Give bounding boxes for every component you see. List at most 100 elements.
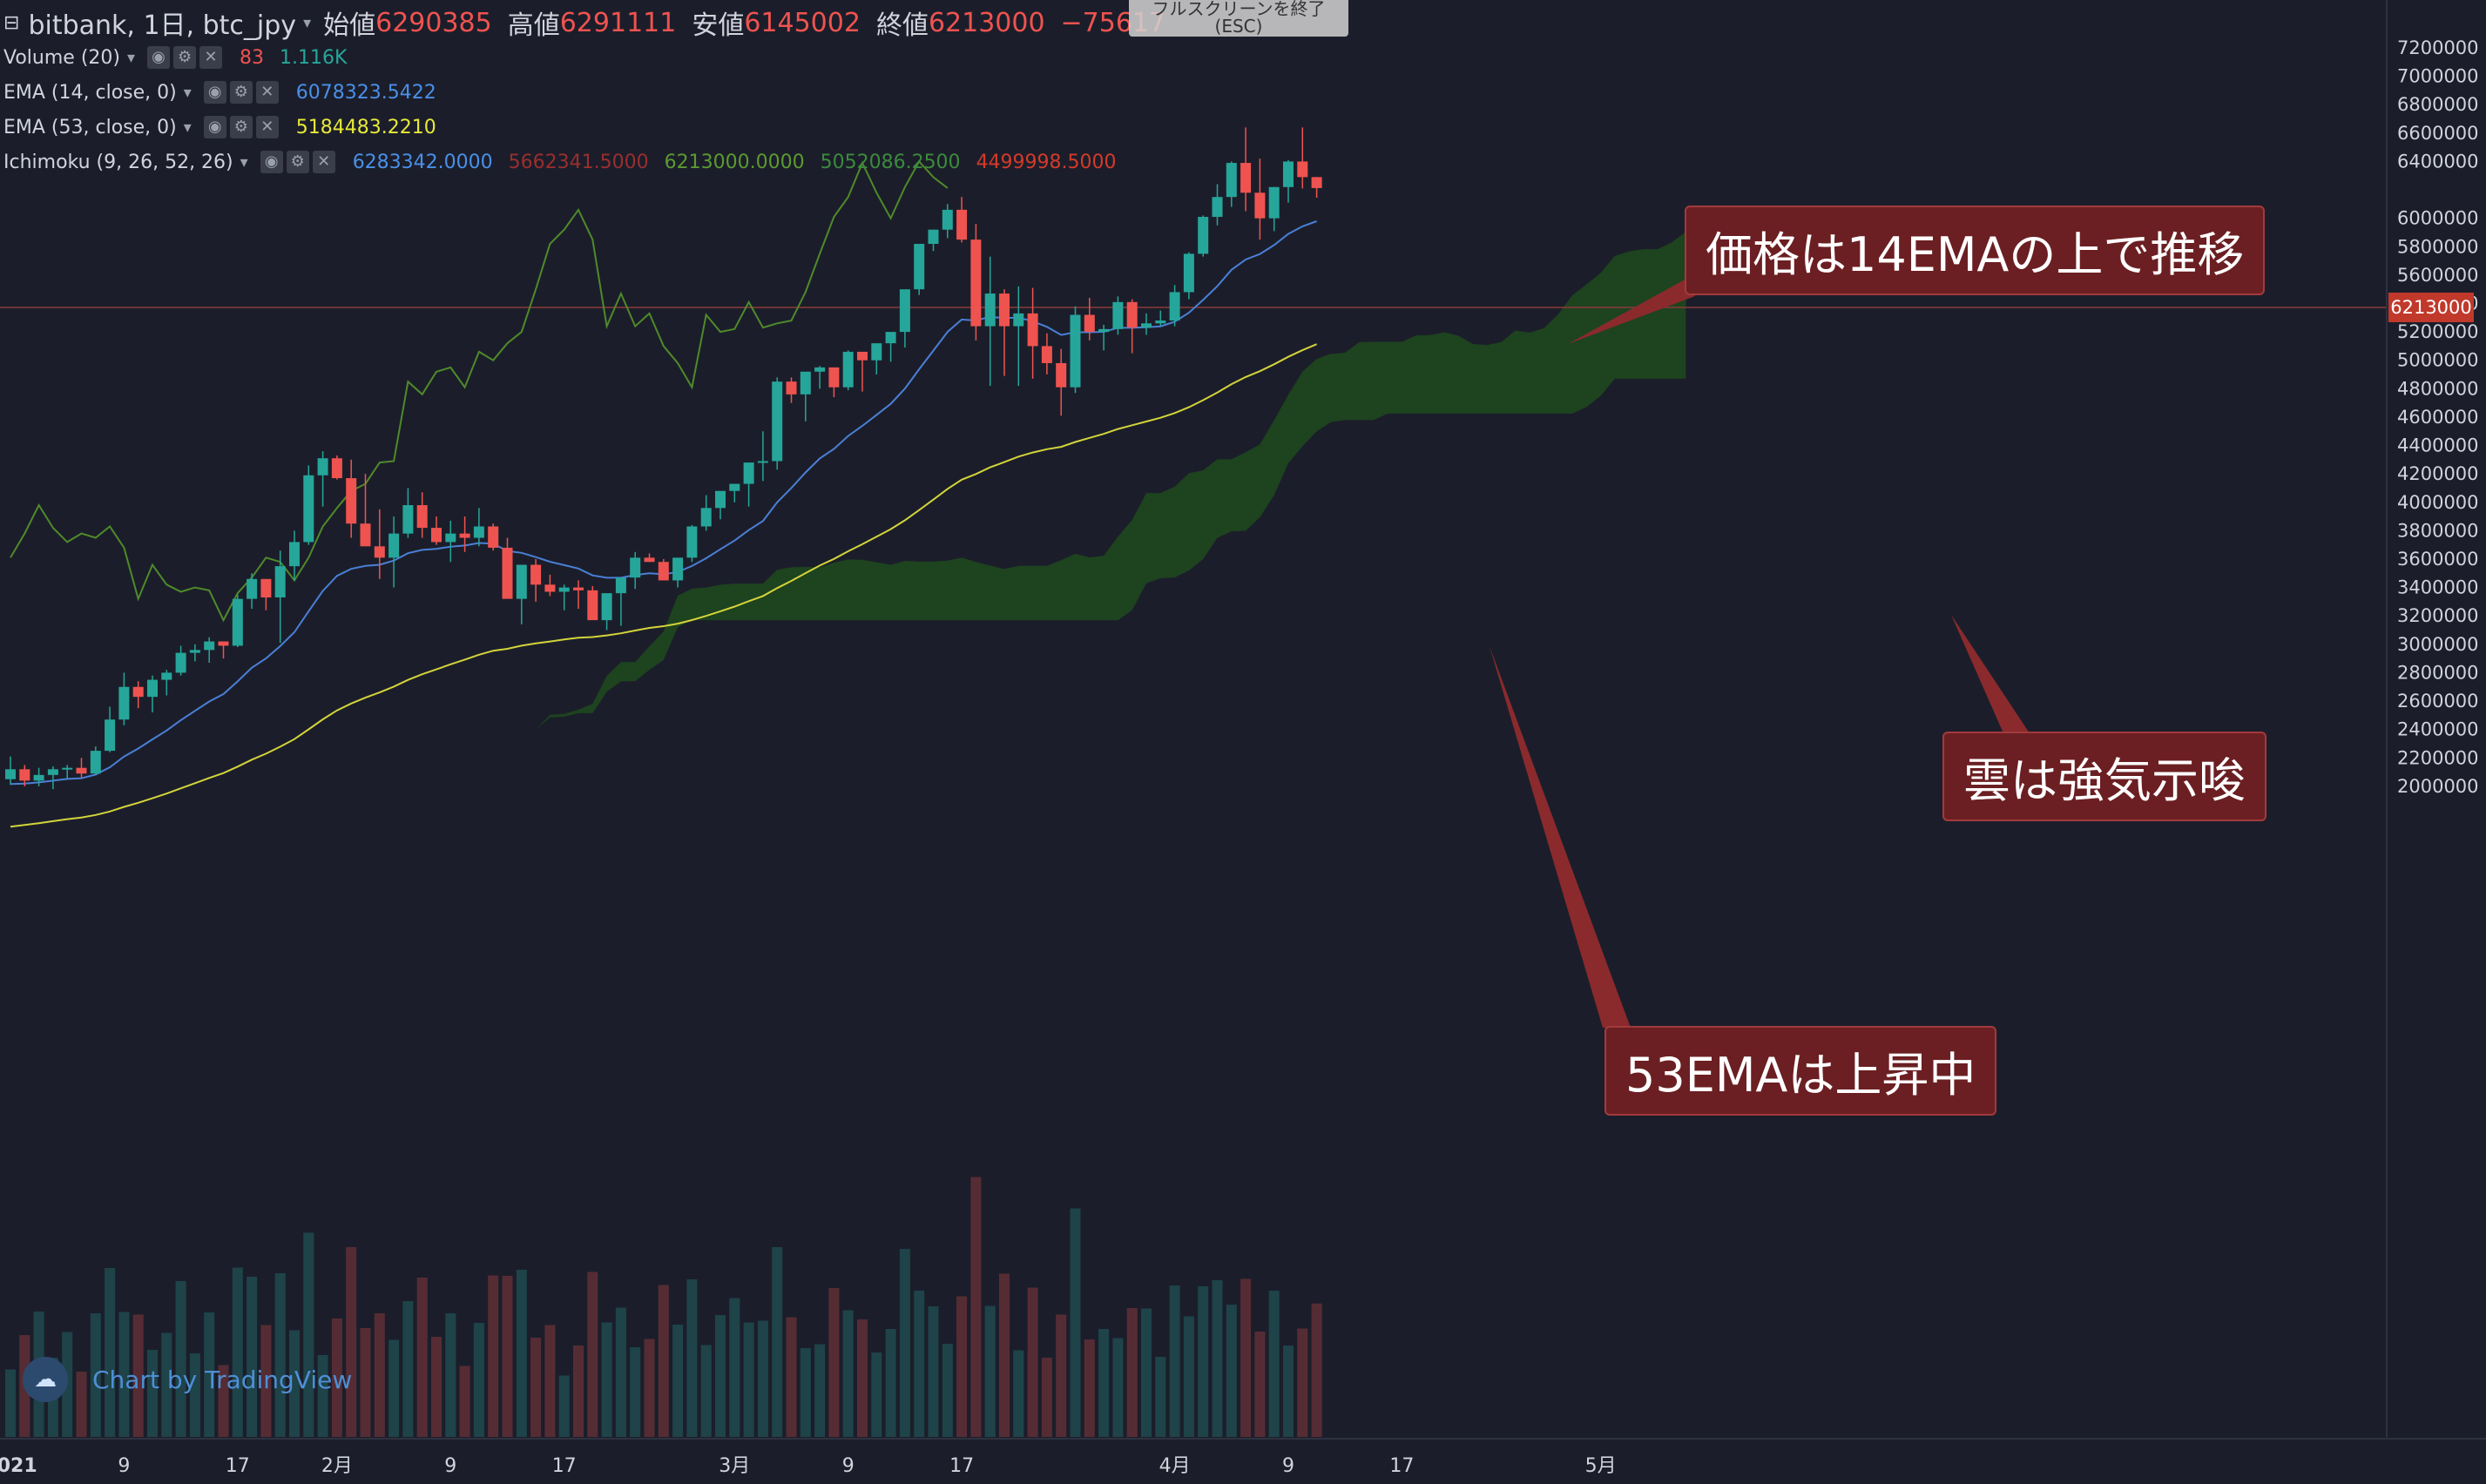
volume-bar bbox=[1041, 1358, 1052, 1437]
candle bbox=[530, 564, 542, 585]
volume-label[interactable]: Volume (20) bbox=[3, 46, 120, 69]
price-tick-label: 2800000 bbox=[2397, 662, 2479, 683]
candle bbox=[800, 371, 811, 395]
tradingview-branding[interactable]: ☁ Chart by TradingView bbox=[23, 1357, 352, 1402]
gear-icon[interactable]: ⚙ bbox=[229, 81, 253, 104]
eye-icon[interactable]: ◉ bbox=[203, 81, 226, 104]
candle bbox=[1198, 217, 1209, 254]
price-tick-label: 2200000 bbox=[2397, 747, 2479, 768]
candle bbox=[1126, 301, 1138, 328]
candle bbox=[175, 652, 186, 673]
price-tick-label: 6000000 bbox=[2397, 208, 2479, 229]
price-tick-label: 4400000 bbox=[2397, 435, 2479, 456]
volume-bar bbox=[1169, 1285, 1180, 1437]
candle bbox=[62, 767, 73, 770]
chevron-down-icon[interactable]: ▾ bbox=[126, 48, 136, 67]
volume-bar bbox=[814, 1344, 826, 1437]
candle bbox=[644, 557, 655, 563]
volume-bar bbox=[516, 1270, 527, 1437]
volume-bar bbox=[260, 1325, 272, 1437]
candle bbox=[374, 546, 385, 558]
candlesticks bbox=[5, 127, 1322, 790]
symbol-title[interactable]: bitbank, 1日, btc_jpy bbox=[28, 10, 297, 41]
ema14-label[interactable]: EMA (14, close, 0) bbox=[3, 81, 177, 104]
legend-ichimoku: Ichimoku (9, 26, 52, 26) ▾ ◉ ⚙ ✕ 6283342… bbox=[3, 145, 1181, 179]
legend-volume: Volume (20) ▾ ◉ ⚙ ✕ 83 1.116K bbox=[3, 40, 1181, 75]
eye-icon[interactable]: ◉ bbox=[260, 151, 283, 173]
volume-bar bbox=[615, 1307, 626, 1437]
volume-value-2: 1.116K bbox=[280, 46, 348, 69]
legend-ema14: EMA (14, close, 0) ▾ ◉ ⚙ ✕ 6078323.5422 bbox=[3, 75, 1181, 110]
candle bbox=[914, 244, 925, 290]
eye-icon[interactable]: ◉ bbox=[203, 116, 226, 138]
volume-bar bbox=[204, 1312, 215, 1437]
volume-bar bbox=[274, 1273, 286, 1437]
volume-bar bbox=[558, 1375, 570, 1437]
time-tick-label: 2月 bbox=[321, 1455, 353, 1477]
volume-bar bbox=[772, 1247, 783, 1437]
price-tick-label: 7000000 bbox=[2397, 66, 2479, 87]
candle bbox=[1297, 161, 1308, 178]
candle bbox=[118, 686, 130, 720]
volume-bar bbox=[757, 1320, 768, 1437]
volume-bar bbox=[289, 1330, 300, 1437]
volume-bar bbox=[132, 1314, 144, 1437]
price-tick-label: 6800000 bbox=[2397, 94, 2479, 115]
eye-icon[interactable]: ◉ bbox=[147, 46, 171, 69]
close-icon[interactable]: ✕ bbox=[255, 81, 279, 104]
annotation-arrow bbox=[1568, 279, 1695, 344]
candle bbox=[416, 505, 428, 529]
price-tick-label: 4000000 bbox=[2397, 492, 2479, 513]
candle bbox=[516, 564, 527, 599]
chevron-down-icon[interactable]: ▾ bbox=[183, 118, 192, 137]
price-tick-label: 3400000 bbox=[2397, 577, 2479, 598]
gear-icon[interactable]: ⚙ bbox=[286, 151, 309, 173]
symbol-row: ⊟ bitbank, 1日, btc_jpy ▾ 始値 6290385 高値 6… bbox=[3, 5, 1181, 42]
price-tick-label: 3000000 bbox=[2397, 634, 2479, 655]
ema53-label[interactable]: EMA (53, close, 0) bbox=[3, 116, 177, 138]
volume-bar bbox=[218, 1365, 229, 1437]
candle bbox=[431, 528, 442, 543]
ichimoku-lagging-span bbox=[10, 159, 949, 623]
close-icon[interactable]: ✕ bbox=[199, 46, 223, 69]
volume-bar bbox=[1311, 1303, 1322, 1437]
chevron-down-icon[interactable]: ▾ bbox=[183, 83, 192, 102]
gear-icon[interactable]: ⚙ bbox=[173, 46, 197, 69]
price-tick-label: 2000000 bbox=[2397, 776, 2479, 797]
chevron-down-icon[interactable]: ▾ bbox=[240, 152, 248, 172]
candle bbox=[473, 526, 484, 538]
time-tick-label: 3月 bbox=[719, 1455, 750, 1477]
close-icon[interactable]: ✕ bbox=[312, 151, 335, 173]
volume-bar bbox=[431, 1337, 442, 1437]
volume-bar bbox=[175, 1281, 186, 1437]
candle bbox=[630, 557, 641, 578]
volume-bar bbox=[1198, 1286, 1209, 1437]
collapse-icon[interactable]: ⊟ bbox=[3, 11, 20, 34]
volume-bar bbox=[416, 1278, 428, 1437]
candle bbox=[544, 584, 556, 592]
chevron-down-icon[interactable]: ▾ bbox=[303, 13, 312, 32]
volume-bar bbox=[587, 1272, 598, 1437]
candle bbox=[1027, 313, 1038, 347]
candle bbox=[715, 490, 726, 509]
volume-bar bbox=[942, 1344, 953, 1437]
chart-legend: ⊟ bitbank, 1日, btc_jpy ▾ 始値 6290385 高値 6… bbox=[3, 5, 1181, 179]
volume-bar bbox=[360, 1328, 371, 1437]
gear-icon[interactable]: ⚙ bbox=[229, 116, 253, 138]
volume-bar bbox=[502, 1276, 513, 1437]
low-label: 安値 bbox=[692, 10, 745, 41]
ichimoku-label[interactable]: Ichimoku (9, 26, 52, 26) bbox=[3, 151, 233, 173]
price-tick-label: 5200000 bbox=[2397, 321, 2479, 342]
candle bbox=[772, 381, 783, 462]
candle bbox=[1283, 161, 1294, 187]
close-icon[interactable]: ✕ bbox=[255, 116, 279, 138]
price-tick-label: 3600000 bbox=[2397, 549, 2479, 570]
candle bbox=[842, 351, 854, 388]
time-tick-label: 5月 bbox=[1585, 1455, 1617, 1477]
candle bbox=[1254, 192, 1266, 219]
candle bbox=[346, 478, 357, 524]
ichimoku-value-1: 6283342.0000 bbox=[352, 151, 493, 173]
fullscreen-exit-hint[interactable]: フルスクリーンを終了 (ESC) bbox=[1129, 0, 1348, 37]
candle bbox=[928, 229, 939, 245]
